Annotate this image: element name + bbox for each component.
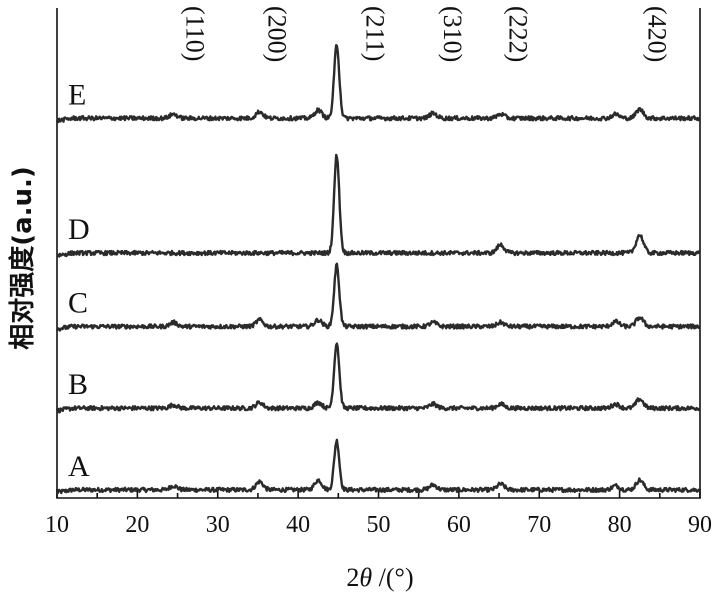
- x-tick-label-70: 70: [527, 512, 551, 538]
- peak-label-310: (310): [438, 6, 467, 62]
- peak-label-200: (200): [263, 6, 292, 62]
- x-axis-label-suffix: /(°): [372, 563, 413, 592]
- x-tick-label-10: 10: [45, 512, 69, 538]
- series-labels: A B C D E: [68, 78, 90, 483]
- x-tick-label-20: 20: [125, 512, 149, 538]
- x-tick-label-80: 80: [608, 512, 632, 538]
- x-tick-label-50: 50: [367, 512, 391, 538]
- peak-label-110: (110): [181, 6, 210, 61]
- y-axis-label: 相对强度(a.u.): [7, 166, 38, 350]
- peak-label-420: (420): [643, 6, 672, 62]
- series-trace-D: [56, 153, 701, 258]
- peak-label-211: (211): [361, 6, 390, 61]
- series-trace-E: [55, 44, 701, 124]
- peak-label-222: (222): [504, 6, 533, 62]
- series-label-E: E: [68, 78, 86, 111]
- x-tick-label-90: 90: [688, 512, 712, 538]
- series-label-D: D: [68, 213, 90, 246]
- x-axis-label: 2θ /(°): [346, 563, 413, 592]
- x-tick-label-30: 30: [206, 512, 230, 538]
- x-axis-label-prefix: 2: [346, 563, 359, 592]
- series-trace-C: [55, 262, 701, 332]
- x-tick-label-60: 60: [447, 512, 471, 538]
- plot-area: 10 20 30 40 50 60 70 80 90 A B C D E (110) (200) (211)…: [45, 6, 712, 538]
- x-axis-tick-labels: 10 20 30 40 50 60 70 80 90: [45, 512, 712, 538]
- series-traces: [55, 44, 701, 495]
- series-label-A: A: [68, 450, 90, 483]
- series-trace-A: [55, 438, 701, 495]
- series-label-B: B: [68, 368, 88, 401]
- series-label-C: C: [68, 287, 88, 320]
- x-tick-label-40: 40: [286, 512, 310, 538]
- series-trace-B: [55, 342, 701, 414]
- x-axis-label-symbol: θ: [359, 563, 372, 592]
- peak-labels: (110) (200) (211) (310) (222) (420): [181, 6, 672, 62]
